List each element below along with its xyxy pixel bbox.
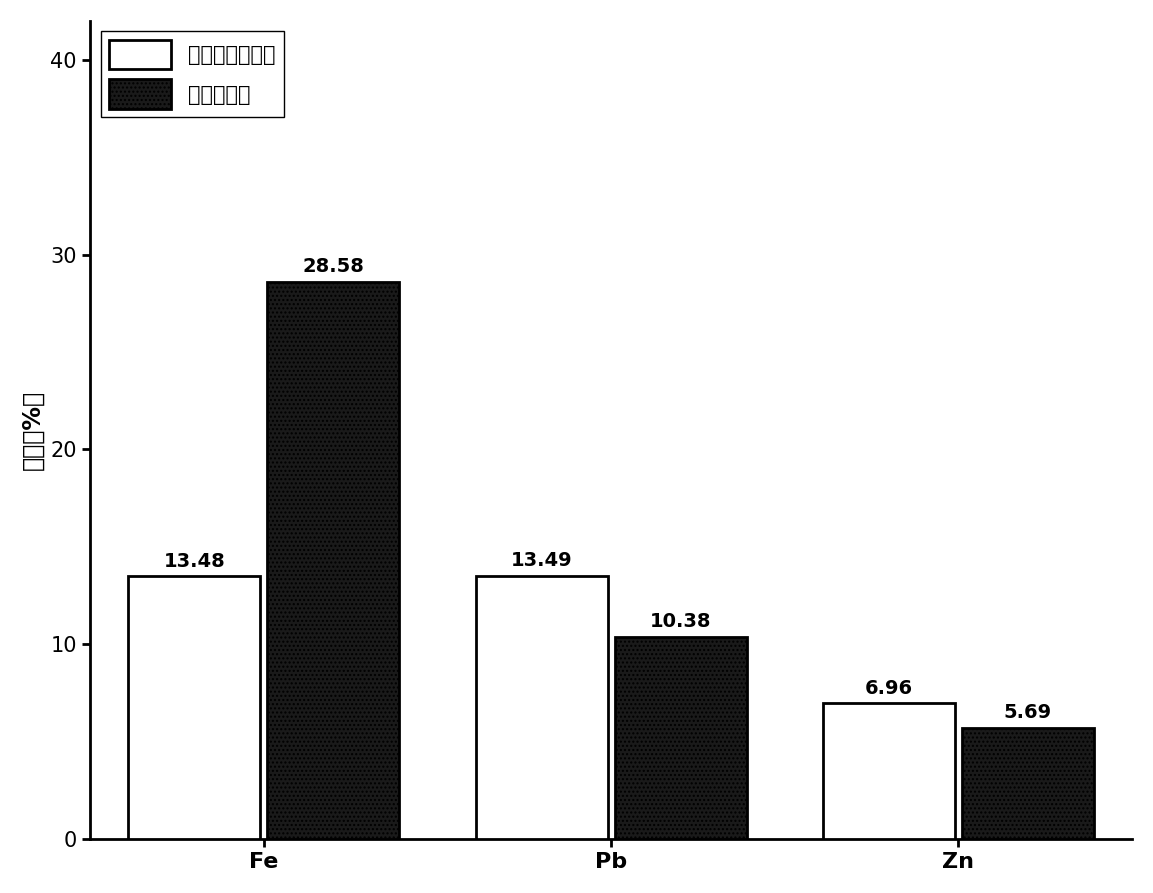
Text: 28.58: 28.58	[302, 257, 364, 277]
Y-axis label: 品位（%）: 品位（%）	[21, 390, 45, 470]
Text: 10.38: 10.38	[650, 612, 711, 631]
Text: 5.69: 5.69	[1004, 704, 1052, 722]
Bar	[615, 637, 747, 839]
Text: 13.49: 13.49	[511, 551, 573, 571]
Bar	[962, 728, 1094, 839]
Bar	[128, 576, 261, 839]
Text: 6.96: 6.96	[865, 679, 913, 697]
Text: 13.48: 13.48	[164, 552, 225, 571]
Bar	[267, 282, 399, 839]
Bar	[476, 576, 608, 839]
Bar	[823, 704, 955, 839]
Legend: 本发明浮选药剂, 乙基钠黄药: 本发明浮选药剂, 乙基钠黄药	[100, 31, 284, 117]
